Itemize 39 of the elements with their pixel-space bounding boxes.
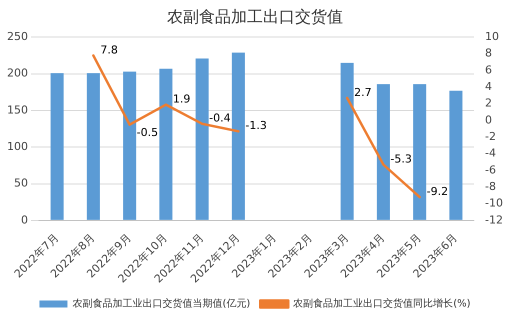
y2-tick-label: 8: [485, 46, 492, 60]
bar: [340, 62, 354, 220]
y2-tick-label: -10: [485, 196, 503, 210]
data-label: -0.5: [136, 126, 158, 140]
y2-tick-label: 10: [485, 30, 500, 44]
bar: [449, 90, 462, 220]
bar: [413, 84, 426, 220]
y2-tick-label: -6: [485, 163, 496, 176]
y-tick-label: 100: [6, 140, 28, 153]
y-tick-label: 200: [6, 66, 28, 80]
y-tick-label: 0: [20, 213, 28, 226]
y2-tick-label: 0: [485, 113, 492, 126]
legend-label: 农副食品加工业出口交货值同比增长(%): [293, 298, 471, 310]
y2-tick-label: -4: [485, 146, 496, 160]
y-tick-label: 150: [6, 103, 28, 116]
data-label: 7.8: [100, 43, 118, 56]
y-tick-label: 250: [6, 30, 28, 44]
y2-tick-label: 2: [485, 96, 492, 110]
y2-tick-label: -8: [485, 180, 496, 193]
bar: [159, 68, 172, 220]
bar: [86, 73, 100, 220]
y-tick-label: 50: [14, 176, 28, 190]
data-label: 1.9: [172, 92, 190, 106]
data-label: 2.7: [354, 86, 372, 99]
y2-tick-label: 4: [485, 80, 492, 94]
bar: [376, 84, 390, 220]
y2-tick-label: -12: [485, 213, 503, 226]
chart-title: 农副食品加工出口交货值: [167, 6, 343, 26]
data-label: -0.4: [209, 112, 231, 125]
data-label: -9.2: [426, 184, 448, 198]
bar: [232, 52, 245, 220]
data-label: -5.3: [390, 152, 412, 166]
legend-label: 农副食品加工业出口交货值当期值(亿元): [72, 298, 250, 310]
y2-tick-label: 6: [485, 63, 492, 76]
bar: [50, 73, 64, 220]
data-label: -1.3: [245, 119, 267, 132]
bar: [196, 58, 209, 220]
bar: [123, 72, 136, 220]
y2-tick-label: -2: [485, 130, 496, 143]
